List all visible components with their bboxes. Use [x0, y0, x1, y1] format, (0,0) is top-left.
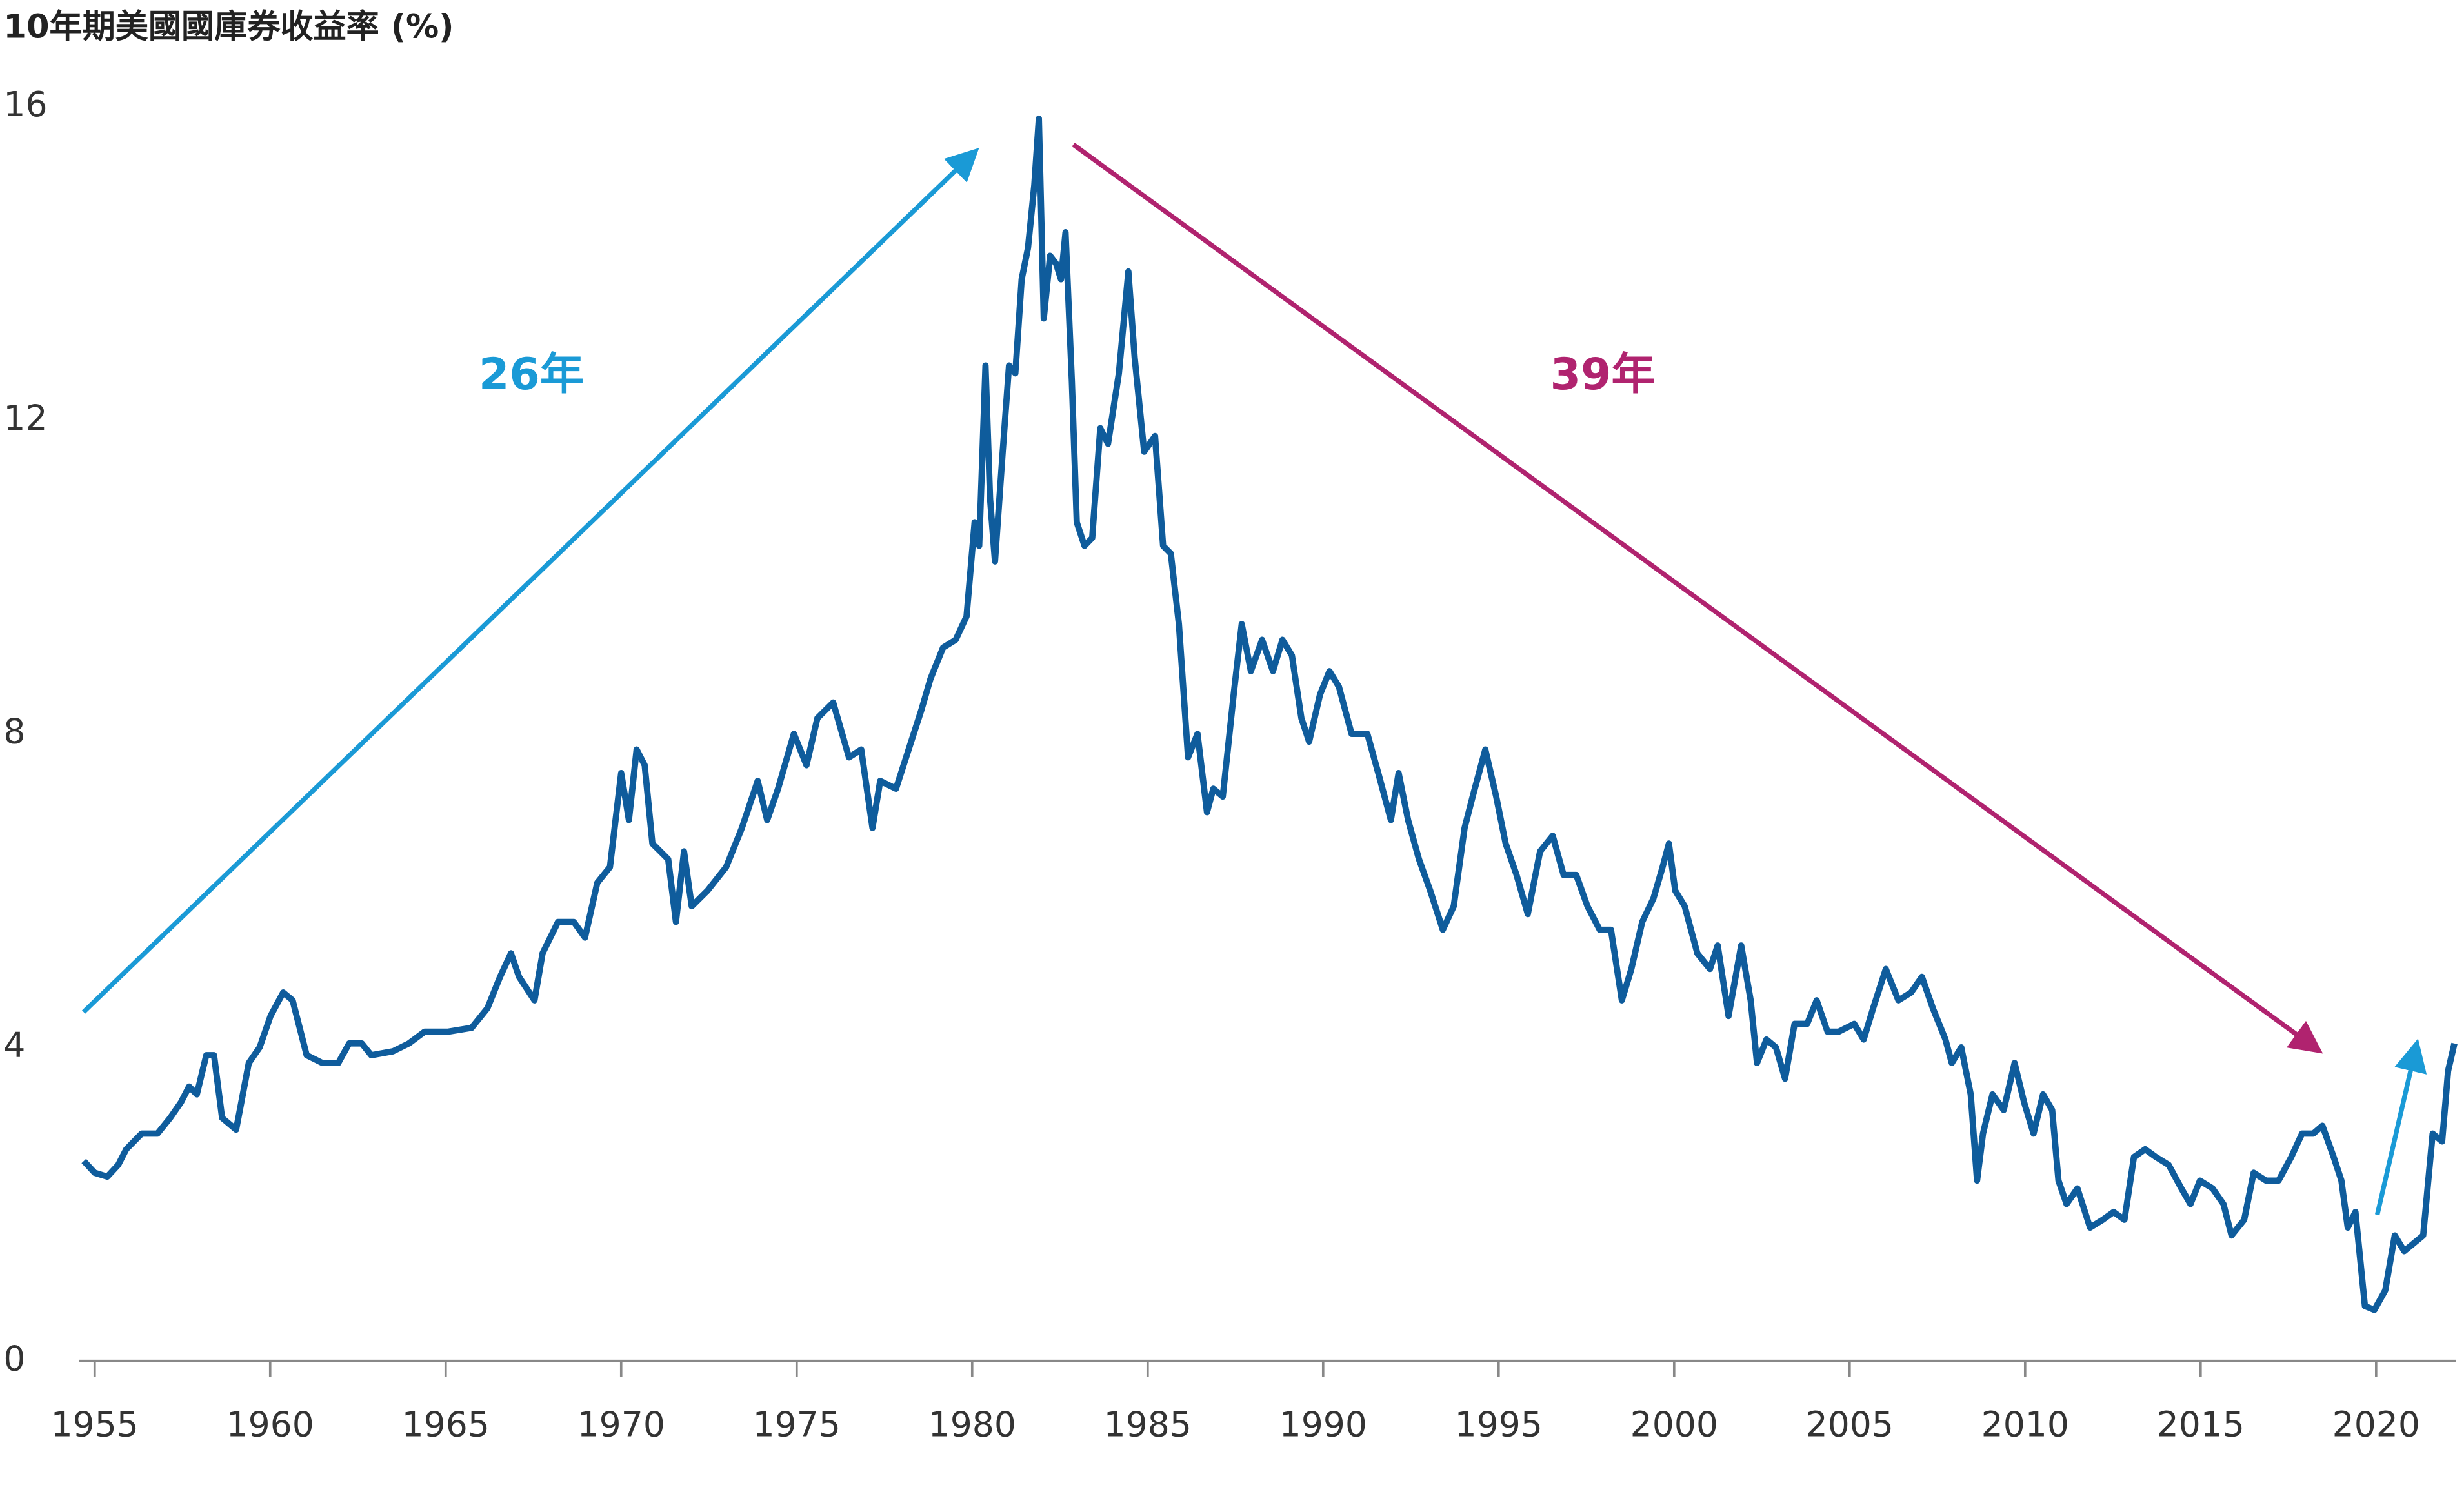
- x-tick-label: 2010: [1981, 1404, 2069, 1445]
- trend-arrow-down: [1072, 143, 2323, 1054]
- trend-arrow-up: [82, 148, 979, 1014]
- x-tick-label: 2015: [2157, 1404, 2245, 1445]
- x-tick-label: 1980: [928, 1404, 1016, 1445]
- x-tick-label: 2000: [1630, 1404, 1718, 1445]
- annotation: 26年: [479, 349, 584, 400]
- y-tick-label: 12: [3, 398, 47, 438]
- x-tick-label: 1990: [1279, 1404, 1367, 1445]
- y-tick-label: 16: [3, 84, 47, 125]
- y-tick-label: 8: [3, 711, 25, 752]
- x-tick-label: 1975: [753, 1404, 841, 1445]
- x-tick-label: 1970: [577, 1404, 665, 1445]
- y-tick-label: 4: [3, 1025, 25, 1066]
- annotation: 39年: [1550, 349, 1656, 400]
- x-tick-label: 1965: [402, 1404, 490, 1445]
- chart-title: 10年期美國國庫券收益率 (%): [3, 8, 454, 46]
- trend-arrow-up-recent: [2374, 1038, 2427, 1216]
- x-tick-label: 1985: [1104, 1404, 1192, 1445]
- x-tick-label: 2020: [2332, 1404, 2420, 1445]
- x-tick-label: 1960: [226, 1404, 314, 1445]
- y-tick-label: 0: [3, 1338, 25, 1379]
- yield-line: [81, 115, 2458, 1313]
- x-tick-label: 1995: [1455, 1404, 1543, 1445]
- x-tick-label: 2005: [1806, 1404, 1894, 1445]
- x-tick-label: 1955: [51, 1404, 139, 1445]
